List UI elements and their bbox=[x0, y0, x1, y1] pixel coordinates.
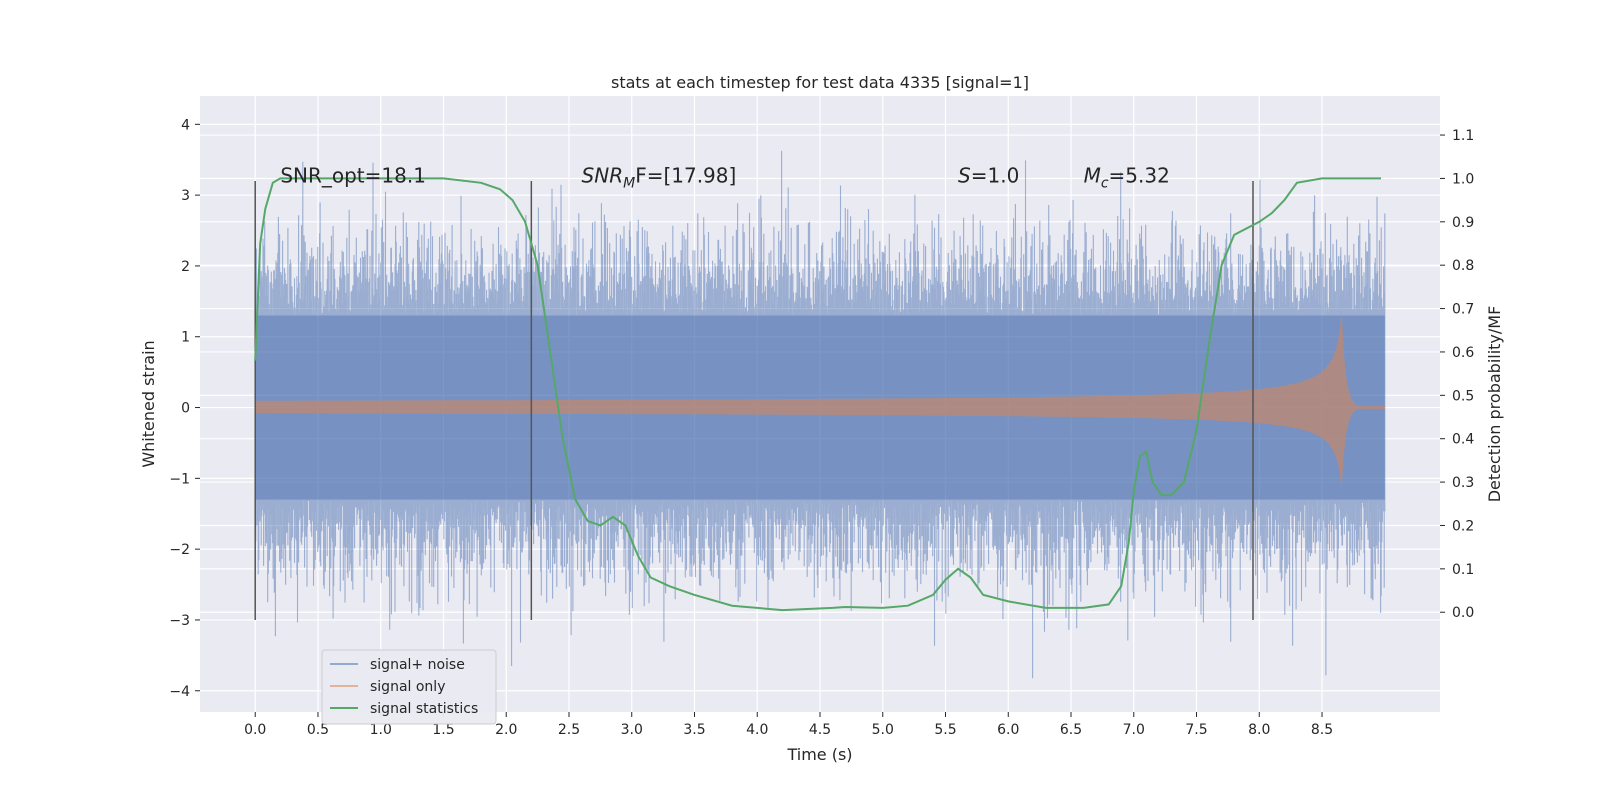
legend-label-stats: signal statistics bbox=[370, 701, 478, 717]
yr-tick-label-5: 0.5 bbox=[1452, 388, 1474, 404]
annotation-mc-base: M bbox=[1084, 163, 1101, 187]
annotations: SNR_opt=18.1 SNRMF=[17.98] S=1.0 Mc=5.32 bbox=[280, 163, 1170, 191]
x-tick-label-5: 2.5 bbox=[558, 722, 580, 738]
x-tick-label-14: 7.0 bbox=[1123, 722, 1145, 738]
x-tick-label-7: 3.5 bbox=[683, 722, 705, 738]
x-tick-label-0: 0.0 bbox=[244, 722, 266, 738]
axis-ticks: 0.0 0.5 1.0 1.5 2.0 2.5 3.0 3.5 4.0 4.5 5.0 5.5 6.0 6… bbox=[169, 117, 1474, 738]
x-tick-label-6: 3.0 bbox=[621, 722, 643, 738]
annotation-snr-mf-base: SNR bbox=[582, 163, 624, 187]
yr-tick-label-3: 0.3 bbox=[1452, 475, 1474, 491]
legend: signal+ noise signal only signal statist… bbox=[321, 649, 497, 725]
yr-tick-label-7: 0.7 bbox=[1452, 302, 1474, 318]
annotation-snr-opt: SNR_opt=18.1 bbox=[280, 163, 426, 187]
x-tick-label-13: 6.5 bbox=[1060, 722, 1082, 738]
x-tick-label-9: 4.5 bbox=[809, 722, 831, 738]
yr-tick-label-10: 1.0 bbox=[1452, 171, 1474, 187]
annotation-snr-mf-sub: M bbox=[623, 175, 635, 191]
x-tick-label-11: 5.5 bbox=[934, 722, 956, 738]
x-tick-label-2: 1.0 bbox=[370, 722, 392, 738]
yl-tick-label-0: −4 bbox=[169, 684, 190, 700]
x-tick-label-4: 2.0 bbox=[495, 722, 517, 738]
yr-tick-label-0: 0.0 bbox=[1452, 605, 1474, 621]
x-tick-label-15: 7.5 bbox=[1185, 722, 1207, 738]
yr-tick-label-9: 0.9 bbox=[1452, 215, 1474, 231]
yl-tick-label-7: 3 bbox=[181, 188, 190, 204]
yr-tick-label-2: 0.2 bbox=[1452, 518, 1474, 534]
yl-tick-label-2: −2 bbox=[169, 542, 190, 558]
x-tick-label-8: 4.0 bbox=[746, 722, 768, 738]
yr-tick-label-6: 0.6 bbox=[1452, 345, 1474, 361]
x-tick-label-17: 8.5 bbox=[1311, 722, 1333, 738]
yl-tick-label-8: 4 bbox=[181, 117, 190, 133]
yl-tick-label-4: 0 bbox=[181, 401, 190, 417]
yr-tick-label-8: 0.8 bbox=[1452, 258, 1474, 274]
yr-tick-label-4: 0.4 bbox=[1452, 432, 1474, 448]
stats-line bbox=[254, 177, 1381, 612]
yl-tick-label-3: −1 bbox=[169, 471, 190, 487]
y-axis-label-left: Whitened strain bbox=[139, 340, 158, 467]
chart-title: stats at each timestep for test data 433… bbox=[611, 73, 1029, 92]
yr-tick-label-1: 0.1 bbox=[1452, 562, 1474, 578]
annotation-snr-mf: SNRMF=[17.98] bbox=[582, 163, 737, 191]
signal-only-series bbox=[255, 310, 1385, 490]
x-tick-label-12: 6.0 bbox=[997, 722, 1019, 738]
annotation-mc-sub: c bbox=[1101, 175, 1109, 191]
yl-tick-label-5: 1 bbox=[181, 330, 190, 346]
legend-box bbox=[321, 649, 497, 725]
x-tick-label-3: 1.5 bbox=[432, 722, 454, 738]
x-axis-label: Time (s) bbox=[786, 745, 852, 764]
x-tick-label-1: 0.5 bbox=[307, 722, 329, 738]
annotation-mc-suffix: =5.32 bbox=[1109, 163, 1170, 187]
annotation-s-stat: S=1.0 bbox=[958, 163, 1019, 187]
signal-statistics-series bbox=[254, 177, 1381, 612]
vertical-markers bbox=[254, 180, 1254, 620]
annotation-s-suffix: =1.0 bbox=[971, 163, 1020, 187]
y-axis-label-right: Detection probability/MF bbox=[1485, 306, 1504, 503]
yr-tick-label-11: 1.1 bbox=[1452, 128, 1474, 144]
legend-label-noise: signal+ noise bbox=[370, 657, 465, 673]
annotation-s-base: S bbox=[958, 163, 971, 187]
annotation-snr-mf-suffix: F=[17.98] bbox=[635, 163, 736, 187]
x-tick-label-10: 5.0 bbox=[872, 722, 894, 738]
signal-envelope bbox=[255, 310, 1385, 490]
legend-label-signal: signal only bbox=[370, 679, 445, 695]
yl-tick-label-1: −3 bbox=[169, 613, 190, 629]
x-tick-label-16: 8.0 bbox=[1248, 722, 1270, 738]
yl-tick-label-6: 2 bbox=[181, 259, 190, 275]
annotation-chirp-mass: Mc=5.32 bbox=[1084, 163, 1170, 191]
